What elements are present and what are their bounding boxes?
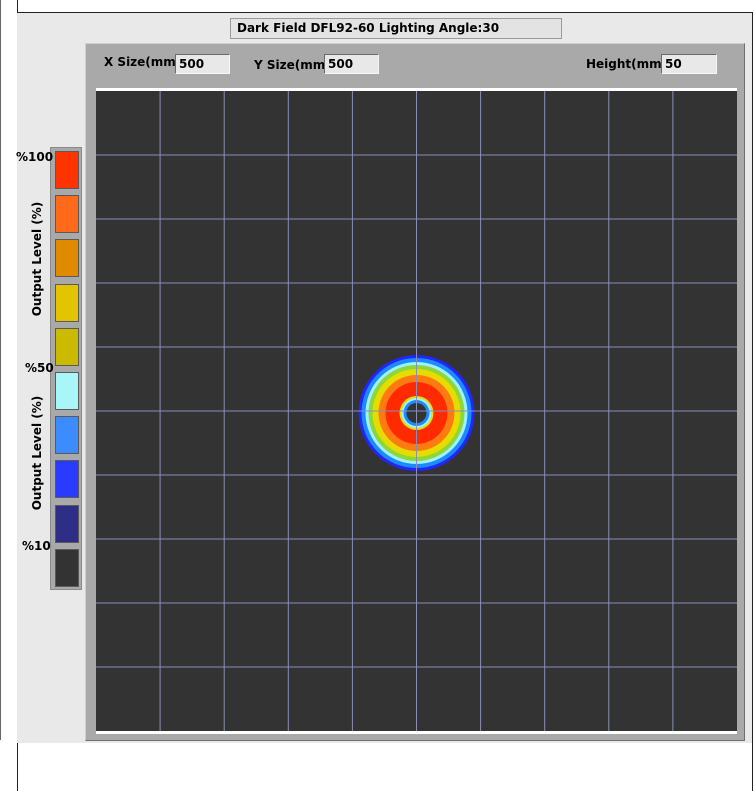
legend-axis-label-top: Output Level (%)	[30, 201, 44, 317]
legend-swatch-7	[55, 416, 79, 455]
frame-left-lower-line	[17, 740, 18, 791]
legend-label-100: %100	[16, 150, 54, 164]
intensity-map	[96, 91, 737, 731]
legend-label-50: %50	[25, 361, 54, 375]
legend-axis-label-bottom: Output Level (%)	[30, 395, 44, 511]
height-label: Height(mm)	[586, 57, 668, 71]
x-size-label: X Size(mm)	[104, 55, 182, 69]
legend-swatch-4	[55, 283, 79, 322]
height-field[interactable]: 50	[661, 54, 717, 74]
frame-left-stub	[0, 0, 1, 740]
y-size-label: Y Size(mm)	[254, 58, 331, 72]
legend-swatch-2	[55, 195, 79, 234]
legend-swatch-5	[55, 327, 79, 366]
intensity-plot	[96, 88, 737, 734]
legend-swatch-8	[55, 460, 79, 499]
legend-label-10: %10	[22, 539, 51, 553]
legend-swatch-1	[55, 151, 79, 189]
legend-swatch-6	[55, 372, 79, 410]
output-level-legend	[50, 147, 82, 590]
x-size-field[interactable]: 500	[175, 54, 230, 74]
frame-top-line	[17, 12, 753, 13]
legend-swatch-3	[55, 239, 79, 278]
y-size-field[interactable]: 500	[324, 54, 379, 74]
page-title: Dark Field DFL92-60 Lighting Angle:30	[230, 18, 562, 39]
legend-swatch-9	[55, 504, 79, 543]
legend-swatch-10	[55, 548, 79, 587]
frame-right-line	[752, 12, 753, 791]
